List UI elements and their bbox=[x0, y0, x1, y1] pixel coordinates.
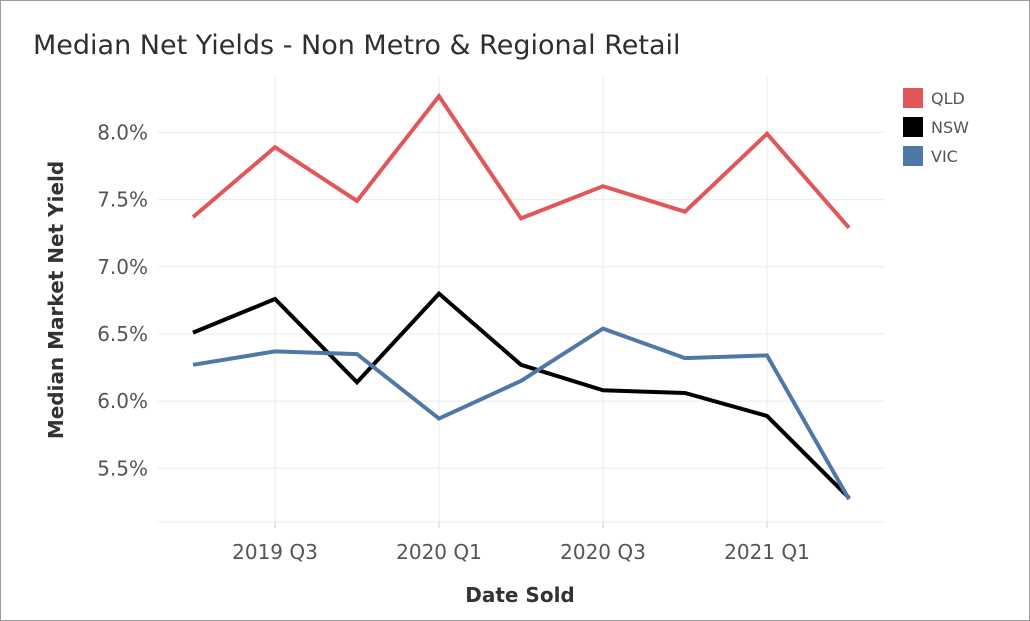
series-line-nsw bbox=[192, 290, 851, 500]
legend-swatch-vic bbox=[903, 146, 923, 166]
x-axis-ticks: 2019 Q3 2020 Q1 2020 Q3 2021 Q1 bbox=[232, 540, 810, 564]
legend-label-vic: VIC bbox=[931, 147, 958, 166]
y-axis-title: Median Market Net Yield bbox=[44, 161, 68, 439]
legend-label-qld: QLD bbox=[931, 89, 965, 108]
legend: QLD NSW VIC bbox=[903, 88, 969, 166]
legend-swatch-qld bbox=[903, 88, 923, 108]
y-tick-label: 5.5% bbox=[97, 456, 148, 480]
x-tick-label: 2019 Q3 bbox=[232, 540, 318, 564]
legend-label-nsw: NSW bbox=[931, 118, 969, 137]
y-tick-label: 7.0% bbox=[97, 255, 148, 279]
grid-lines bbox=[158, 76, 884, 528]
legend-swatch-nsw bbox=[903, 117, 923, 137]
chart-title: Median Net Yields - Non Metro & Regional… bbox=[33, 30, 681, 61]
y-tick-label: 6.5% bbox=[97, 322, 148, 346]
x-tick-label: 2021 Q1 bbox=[724, 540, 810, 564]
x-tick-label: 2020 Q1 bbox=[396, 540, 482, 564]
x-axis-title: Date Sold bbox=[465, 583, 575, 607]
series-line-vic bbox=[192, 326, 851, 501]
series-lines bbox=[191, 92, 851, 501]
x-tick-label: 2020 Q3 bbox=[560, 540, 646, 564]
y-tick-label: 6.0% bbox=[97, 389, 148, 413]
series-line-qld bbox=[191, 92, 851, 230]
y-axis-ticks: 5.5% 6.0% 6.5% 7.0% 7.5% 8.0% bbox=[97, 120, 148, 480]
y-tick-label: 7.5% bbox=[97, 188, 148, 212]
y-tick-label: 8.0% bbox=[97, 120, 148, 144]
